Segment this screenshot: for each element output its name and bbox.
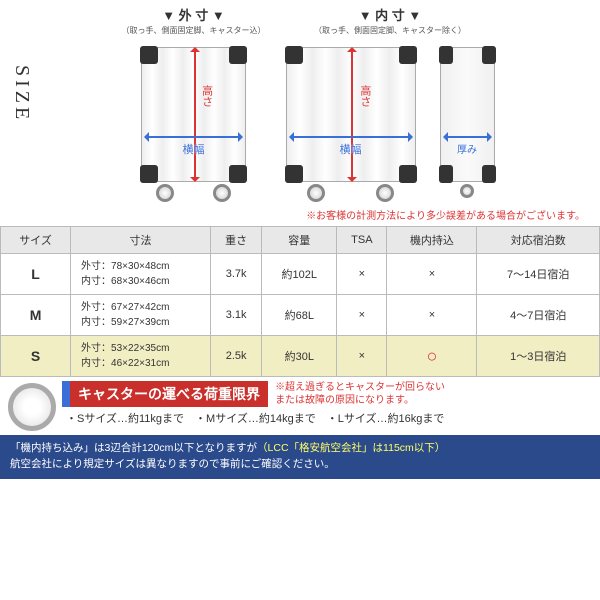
cell-dim: 外寸：78×30×48cm内寸：68×30×46cm bbox=[71, 254, 211, 295]
width-arrow-2 bbox=[292, 136, 410, 138]
page: SIZE ▼ 外 寸 ▼ （取っ手、側面固定脚、キャスター込） 高さ 横幅 ▼ … bbox=[0, 0, 600, 479]
cell-carry: ○ bbox=[387, 336, 477, 377]
height-arrow bbox=[194, 50, 196, 179]
th-cap: 容量 bbox=[262, 227, 337, 254]
measurement-note: ※お客様の計測方法により多少誤差がある場合がございます。 bbox=[0, 205, 600, 226]
diag-outer-title: ▼ 外 寸 ▼ bbox=[122, 5, 266, 24]
cell-nights: 7〜14日宿泊 bbox=[477, 254, 600, 295]
cell-cap: 約102L bbox=[262, 254, 337, 295]
cell-nights: 4〜7日宿泊 bbox=[477, 295, 600, 336]
footer-l1a: 「機内持ち込み」は3辺合計120cm以下となりますが bbox=[10, 442, 257, 454]
footer-l1b: （LCC「格安航空会社」は115cm以下） bbox=[257, 442, 445, 454]
footer-notice: 「機内持ち込み」は3辺合計120cm以下となりますが（LCC「格安航空会社」は1… bbox=[0, 435, 600, 479]
caster-section: キャスターの運べる荷重限界 ※超え過ぎるとキャスターが回らないまたは故障の原因に… bbox=[0, 377, 600, 435]
diagrams: ▼ 外 寸 ▼ （取っ手、側面固定脚、キャスター込） 高さ 横幅 ▼ 内 寸 ▼… bbox=[38, 5, 590, 205]
diag-outer-sub: （取っ手、側面固定脚、キャスター込） bbox=[122, 25, 266, 36]
cell-weight: 3.1k bbox=[211, 295, 262, 336]
cell-cap: 約68L bbox=[262, 295, 337, 336]
cell-dim: 外寸：67×27×42cm内寸：59×27×39cm bbox=[71, 295, 211, 336]
cell-weight: 3.7k bbox=[211, 254, 262, 295]
caster-wheel-icon bbox=[8, 383, 56, 431]
th-carry: 機内持込 bbox=[387, 227, 477, 254]
cell-weight: 2.5k bbox=[211, 336, 262, 377]
height-label-2: 高さ bbox=[357, 85, 373, 107]
th-size: サイズ bbox=[1, 227, 71, 254]
height-label: 高さ bbox=[199, 85, 215, 107]
table-row: M外寸：67×27×42cm内寸：59×27×39cm3.1k約68L××4〜7… bbox=[1, 295, 600, 336]
cell-size: L bbox=[1, 254, 71, 295]
suitcase-front: 高さ 横幅 bbox=[141, 47, 246, 182]
caster-limits: ・Sサイズ…約11kgまで ・Mサイズ…約14kgまで ・Lサイズ…約16kgま… bbox=[62, 407, 592, 426]
cell-cap: 約30L bbox=[262, 336, 337, 377]
table-header-row: サイズ 寸法 重さ 容量 TSA 機内持込 対応宿泊数 bbox=[1, 227, 600, 254]
cell-carry: × bbox=[387, 295, 477, 336]
cell-tsa: × bbox=[337, 254, 387, 295]
suitcase-open: 高さ 横幅 bbox=[286, 47, 416, 182]
width-label: 横幅 bbox=[183, 141, 205, 157]
table-row: S外寸：53×22×35cm内寸：46×22×31cm2.5k約30L×○1〜3… bbox=[1, 336, 600, 377]
th-nights: 対応宿泊数 bbox=[477, 227, 600, 254]
caster-note: ※超え過ぎるとキャスターが回らないまたは故障の原因になります。 bbox=[275, 381, 445, 407]
diagram-section: SIZE ▼ 外 寸 ▼ （取っ手、側面固定脚、キャスター込） 高さ 横幅 ▼ … bbox=[0, 0, 600, 205]
size-table: サイズ 寸法 重さ 容量 TSA 機内持込 対応宿泊数 L外寸：78×30×48… bbox=[0, 226, 600, 377]
diag-inner-title: ▼ 内 寸 ▼ bbox=[274, 5, 507, 24]
caster-title: キャスターの運べる荷重限界 bbox=[62, 381, 268, 407]
cell-carry: × bbox=[387, 254, 477, 295]
diag-inner-sub: （取っ手、側面固定脚、キャスター除く） bbox=[274, 25, 507, 36]
th-dim: 寸法 bbox=[71, 227, 211, 254]
cell-tsa: × bbox=[337, 336, 387, 377]
cell-size: M bbox=[1, 295, 71, 336]
width-label-2: 横幅 bbox=[340, 141, 362, 157]
width-arrow bbox=[147, 136, 240, 138]
cell-dim: 外寸：53×22×35cm内寸：46×22×31cm bbox=[71, 336, 211, 377]
cell-tsa: × bbox=[337, 295, 387, 336]
th-tsa: TSA bbox=[337, 227, 387, 254]
size-heading: SIZE bbox=[10, 5, 38, 205]
suitcase-side: 厚み bbox=[440, 47, 495, 182]
footer-l2: 航空会社により規定サイズは異なりますので事前にご確認ください。 bbox=[10, 458, 335, 470]
table-row: L外寸：78×30×48cm内寸：68×30×46cm3.7k約102L××7〜… bbox=[1, 254, 600, 295]
th-weight: 重さ bbox=[211, 227, 262, 254]
diag-outer: ▼ 外 寸 ▼ （取っ手、側面固定脚、キャスター込） 高さ 横幅 bbox=[122, 5, 266, 205]
depth-label: 厚み bbox=[457, 141, 477, 156]
cell-size: S bbox=[1, 336, 71, 377]
cell-nights: 1〜3日宿泊 bbox=[477, 336, 600, 377]
height-arrow-2 bbox=[351, 50, 353, 179]
depth-arrow bbox=[446, 136, 489, 138]
diag-inner: ▼ 内 寸 ▼ （取っ手、側面固定脚、キャスター除く） 高さ 横幅 厚み bbox=[274, 5, 507, 205]
